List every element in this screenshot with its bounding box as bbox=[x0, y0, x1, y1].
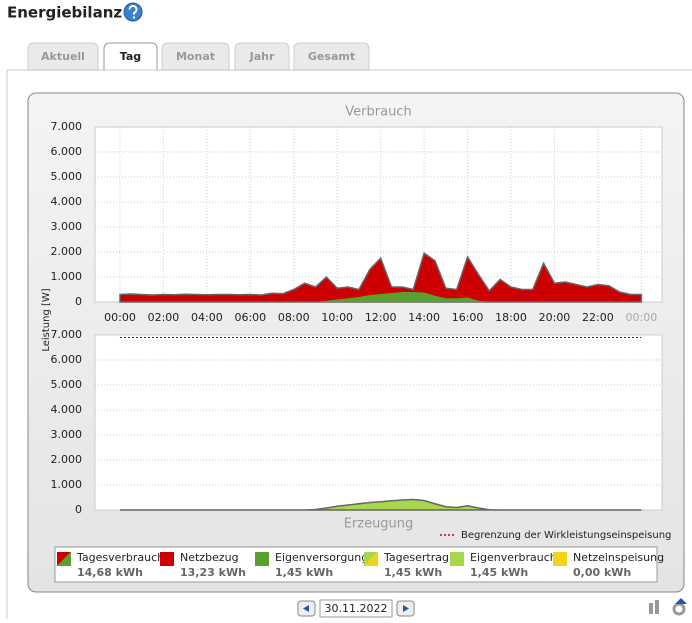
tab[interactable]: Tag bbox=[103, 42, 158, 71]
legend-label: Eigenversorgung bbox=[275, 551, 368, 564]
y-tick-label: 6.000 bbox=[51, 353, 83, 366]
legend-value: 1,45 kWh bbox=[275, 566, 333, 579]
x-tick-label: 20:00 bbox=[539, 311, 571, 324]
chart-title: Verbrauch bbox=[345, 105, 411, 120]
y-tick-label: 5.000 bbox=[51, 378, 83, 391]
y-axis-label: Leistung [W] bbox=[41, 288, 52, 351]
legend-swatch bbox=[57, 552, 71, 566]
page-title: Energiebilanz bbox=[7, 4, 122, 22]
area bbox=[119, 292, 642, 302]
y-tick-label: 1.000 bbox=[51, 478, 83, 491]
y-tick-label: 7.000 bbox=[51, 120, 83, 133]
legend-swatch bbox=[553, 552, 567, 566]
tab-label: Tag bbox=[120, 50, 141, 63]
help-icon[interactable] bbox=[123, 2, 143, 22]
x-tick-label: 22:00 bbox=[582, 311, 614, 324]
area bbox=[119, 498, 642, 511]
y-tick-label: 2.000 bbox=[51, 245, 83, 258]
y-tick-label: 2.000 bbox=[51, 453, 83, 466]
panel-border bbox=[6, 69, 692, 619]
tab-shape bbox=[161, 42, 230, 71]
legend-label: Eigenverbrauch bbox=[470, 551, 557, 564]
x-tick-label: 10:00 bbox=[321, 311, 353, 324]
x-tick-label: 02:00 bbox=[148, 311, 180, 324]
x-tick-label: 16:00 bbox=[452, 311, 484, 324]
y-tick-label: 7.000 bbox=[51, 328, 83, 341]
y-tick-label: 5.000 bbox=[51, 170, 83, 183]
next-day[interactable] bbox=[396, 600, 415, 617]
tab[interactable]: Gesamt bbox=[293, 42, 370, 71]
x-tick-label: 14:00 bbox=[408, 311, 440, 324]
legend-value: 1,45 kWh bbox=[384, 566, 442, 579]
tab-label: Monat bbox=[176, 50, 215, 63]
tab-shape bbox=[293, 42, 370, 71]
y-tick-label: 6.000 bbox=[51, 145, 83, 158]
tab-shape bbox=[27, 42, 99, 71]
y-tick-label: 0 bbox=[75, 295, 82, 308]
tab-shape bbox=[234, 42, 290, 71]
limit-legend-label: Begrenzung der Wirkleistungseinspeisung bbox=[461, 530, 671, 541]
legend-label: Tagesertrag bbox=[383, 551, 449, 564]
legend-value: 13,23 kWh bbox=[180, 566, 246, 579]
x-tick-label: 00:00 bbox=[626, 311, 658, 324]
x-tick-label: 04:00 bbox=[191, 311, 223, 324]
tab[interactable]: Aktuell bbox=[27, 42, 99, 71]
y-tick-label: 0 bbox=[75, 503, 82, 516]
y-tick-label: 4.000 bbox=[51, 403, 83, 416]
legend-label: Netzbezug bbox=[180, 551, 239, 564]
prev-day[interactable] bbox=[297, 600, 316, 617]
x-tick-label: 06:00 bbox=[234, 311, 266, 324]
tab-shape bbox=[103, 42, 158, 71]
chart-title: Erzeugung bbox=[344, 517, 414, 532]
x-tick-label: 08:00 bbox=[278, 311, 310, 324]
y-tick-label: 3.000 bbox=[51, 220, 83, 233]
date-text: 30.11.2022 bbox=[325, 602, 388, 615]
y-tick-label: 1.000 bbox=[51, 270, 83, 283]
legend-label: Tagesverbrauch bbox=[76, 551, 164, 564]
date-field[interactable] bbox=[319, 599, 393, 618]
legend-swatch bbox=[255, 552, 269, 566]
tab-label: Aktuell bbox=[41, 50, 85, 63]
tab[interactable]: Jahr bbox=[234, 42, 290, 71]
y-tick-label: 4.000 bbox=[51, 195, 83, 208]
y-tick-label: 3.000 bbox=[51, 428, 83, 441]
date-control: 30.11.2022 bbox=[297, 599, 415, 618]
x-tick-label: 00:00 bbox=[104, 311, 136, 324]
legend-swatch bbox=[364, 552, 378, 566]
x-tick-label: 18:00 bbox=[495, 311, 527, 324]
tab[interactable]: Monat bbox=[161, 42, 230, 71]
legend-label: Netzeinspeisung bbox=[573, 551, 664, 564]
legend-swatch bbox=[160, 552, 174, 566]
area bbox=[119, 252, 643, 303]
tab-label: Gesamt bbox=[308, 50, 355, 63]
legend-value: 0,00 kWh bbox=[573, 566, 631, 579]
legend-swatch bbox=[450, 552, 464, 566]
legend-value: 1,45 kWh bbox=[470, 566, 528, 579]
settings-icons[interactable] bbox=[649, 598, 687, 616]
plot-area bbox=[94, 334, 663, 511]
tab-label: Jahr bbox=[249, 50, 275, 63]
legend-value: 14,68 kWh bbox=[77, 566, 143, 579]
x-tick-label: 12:00 bbox=[365, 311, 397, 324]
